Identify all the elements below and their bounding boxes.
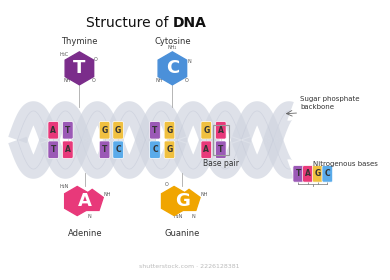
FancyBboxPatch shape bbox=[62, 122, 73, 139]
Polygon shape bbox=[81, 189, 103, 210]
Text: N: N bbox=[188, 59, 192, 64]
FancyBboxPatch shape bbox=[293, 166, 303, 182]
Text: Base pair: Base pair bbox=[203, 159, 239, 168]
Text: Cytosine: Cytosine bbox=[154, 37, 191, 46]
Text: Nitrogenous bases: Nitrogenous bases bbox=[313, 161, 378, 167]
FancyBboxPatch shape bbox=[164, 141, 175, 158]
FancyBboxPatch shape bbox=[99, 122, 110, 139]
Text: G: G bbox=[314, 169, 321, 178]
Text: Thymine: Thymine bbox=[61, 37, 98, 46]
Text: G: G bbox=[203, 126, 209, 135]
Text: A: A bbox=[305, 169, 311, 178]
Text: N: N bbox=[87, 214, 91, 220]
FancyBboxPatch shape bbox=[48, 122, 58, 139]
Text: T: T bbox=[102, 145, 107, 154]
Text: A: A bbox=[218, 126, 224, 135]
Polygon shape bbox=[65, 186, 90, 216]
Polygon shape bbox=[178, 189, 200, 210]
Text: A: A bbox=[78, 192, 92, 210]
Text: G: G bbox=[167, 126, 173, 135]
Text: C: C bbox=[115, 145, 121, 154]
Text: A: A bbox=[50, 126, 56, 135]
Text: G: G bbox=[167, 145, 173, 154]
FancyBboxPatch shape bbox=[48, 141, 58, 158]
FancyBboxPatch shape bbox=[216, 122, 226, 139]
FancyBboxPatch shape bbox=[216, 141, 226, 158]
Text: A: A bbox=[65, 145, 71, 154]
FancyBboxPatch shape bbox=[150, 122, 160, 139]
Text: T: T bbox=[218, 145, 223, 154]
Text: NH: NH bbox=[200, 192, 208, 197]
FancyBboxPatch shape bbox=[164, 122, 175, 139]
Text: O: O bbox=[185, 78, 189, 83]
Polygon shape bbox=[158, 52, 187, 85]
Text: G: G bbox=[175, 192, 190, 210]
Text: T: T bbox=[51, 145, 56, 154]
FancyBboxPatch shape bbox=[322, 166, 333, 182]
FancyBboxPatch shape bbox=[113, 122, 124, 139]
FancyBboxPatch shape bbox=[201, 141, 212, 158]
Text: shutterstock.com · 2226128381: shutterstock.com · 2226128381 bbox=[138, 264, 239, 269]
Text: NH₂: NH₂ bbox=[168, 45, 177, 50]
FancyBboxPatch shape bbox=[113, 141, 124, 158]
Text: NH: NH bbox=[155, 78, 163, 83]
FancyBboxPatch shape bbox=[201, 122, 212, 139]
Text: T: T bbox=[296, 169, 301, 178]
Text: H₂N: H₂N bbox=[174, 214, 183, 220]
Text: T: T bbox=[152, 126, 158, 135]
FancyBboxPatch shape bbox=[150, 141, 160, 158]
Text: Guanine: Guanine bbox=[164, 229, 200, 238]
Text: Structure of: Structure of bbox=[85, 16, 172, 30]
FancyBboxPatch shape bbox=[312, 166, 323, 182]
FancyBboxPatch shape bbox=[303, 166, 313, 182]
Text: NH: NH bbox=[63, 78, 71, 83]
Text: G: G bbox=[101, 126, 108, 135]
Text: T: T bbox=[73, 59, 85, 77]
Text: A: A bbox=[203, 145, 209, 154]
Text: Sugar phosphate
backbone: Sugar phosphate backbone bbox=[300, 96, 360, 110]
Polygon shape bbox=[65, 52, 94, 85]
Text: C: C bbox=[324, 169, 330, 178]
Text: G: G bbox=[115, 126, 121, 135]
Text: H₂N: H₂N bbox=[59, 185, 69, 190]
Text: O: O bbox=[92, 78, 96, 83]
Text: NH: NH bbox=[104, 192, 111, 197]
Text: N: N bbox=[65, 201, 69, 206]
FancyBboxPatch shape bbox=[62, 141, 73, 158]
Polygon shape bbox=[161, 186, 187, 216]
FancyBboxPatch shape bbox=[99, 141, 110, 158]
Text: Adenine: Adenine bbox=[68, 229, 103, 238]
Text: H₃C: H₃C bbox=[59, 52, 69, 57]
Text: DNA: DNA bbox=[172, 16, 206, 30]
Text: C: C bbox=[152, 145, 158, 154]
Text: N: N bbox=[192, 214, 195, 220]
Text: C: C bbox=[166, 59, 179, 77]
Text: T: T bbox=[65, 126, 71, 135]
Text: O: O bbox=[165, 181, 168, 186]
Text: O: O bbox=[94, 57, 98, 62]
